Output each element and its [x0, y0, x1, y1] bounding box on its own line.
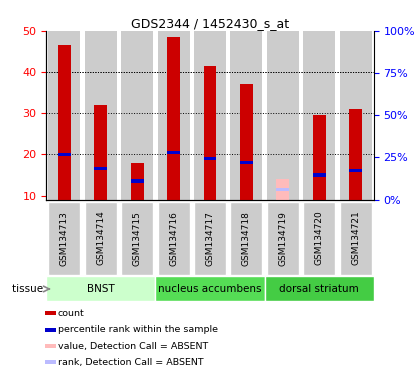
Text: GSM134715: GSM134715 — [133, 211, 142, 265]
Bar — [45, 344, 55, 348]
Bar — [313, 173, 326, 177]
Bar — [45, 328, 55, 332]
Text: count: count — [58, 309, 84, 318]
Text: percentile rank within the sample: percentile rank within the sample — [58, 325, 218, 334]
Text: GSM134716: GSM134716 — [169, 211, 178, 265]
Bar — [131, 179, 144, 183]
Bar — [45, 361, 55, 364]
Text: rank, Detection Call = ABSENT: rank, Detection Call = ABSENT — [58, 358, 203, 367]
Text: BNST: BNST — [87, 284, 115, 294]
Text: tissue: tissue — [12, 284, 46, 294]
Bar — [265, 276, 374, 301]
Bar — [167, 37, 180, 200]
Bar — [276, 188, 289, 191]
Bar — [48, 31, 80, 200]
Bar — [85, 31, 117, 200]
Bar — [276, 179, 289, 200]
Text: GSM134718: GSM134718 — [242, 211, 251, 265]
Bar — [194, 31, 226, 200]
Bar — [158, 31, 189, 200]
Text: GSM134721: GSM134721 — [351, 211, 360, 265]
Bar — [267, 31, 299, 200]
Bar — [121, 202, 153, 275]
Bar — [155, 276, 265, 301]
Bar — [94, 167, 107, 170]
Title: GDS2344 / 1452430_s_at: GDS2344 / 1452430_s_at — [131, 17, 289, 30]
Bar — [48, 202, 80, 275]
Bar — [240, 84, 253, 200]
Bar — [158, 202, 189, 275]
Bar — [303, 31, 335, 200]
Bar — [194, 202, 226, 275]
Text: GSM134719: GSM134719 — [278, 211, 287, 265]
Bar — [45, 311, 55, 315]
Bar — [58, 45, 71, 200]
Bar — [303, 202, 335, 275]
Bar — [121, 31, 153, 200]
Bar — [231, 202, 262, 275]
Text: nucleus accumbens: nucleus accumbens — [158, 284, 262, 294]
Bar — [46, 276, 155, 301]
Text: value, Detection Call = ABSENT: value, Detection Call = ABSENT — [58, 342, 208, 351]
Bar — [231, 31, 262, 200]
Bar — [349, 169, 362, 172]
Bar — [340, 202, 372, 275]
Text: GSM134713: GSM134713 — [60, 211, 69, 265]
Bar — [204, 66, 216, 200]
Bar — [267, 202, 299, 275]
Bar — [204, 157, 216, 160]
Bar — [58, 153, 71, 156]
Bar — [167, 151, 180, 154]
Text: GSM134714: GSM134714 — [96, 211, 105, 265]
Bar — [340, 31, 372, 200]
Bar — [85, 202, 117, 275]
Bar — [94, 105, 107, 200]
Text: GSM134720: GSM134720 — [315, 211, 324, 265]
Bar — [131, 162, 144, 200]
Bar — [349, 109, 362, 200]
Bar — [240, 161, 253, 164]
Bar — [313, 115, 326, 200]
Text: dorsal striatum: dorsal striatum — [279, 284, 359, 294]
Text: GSM134717: GSM134717 — [205, 211, 215, 265]
